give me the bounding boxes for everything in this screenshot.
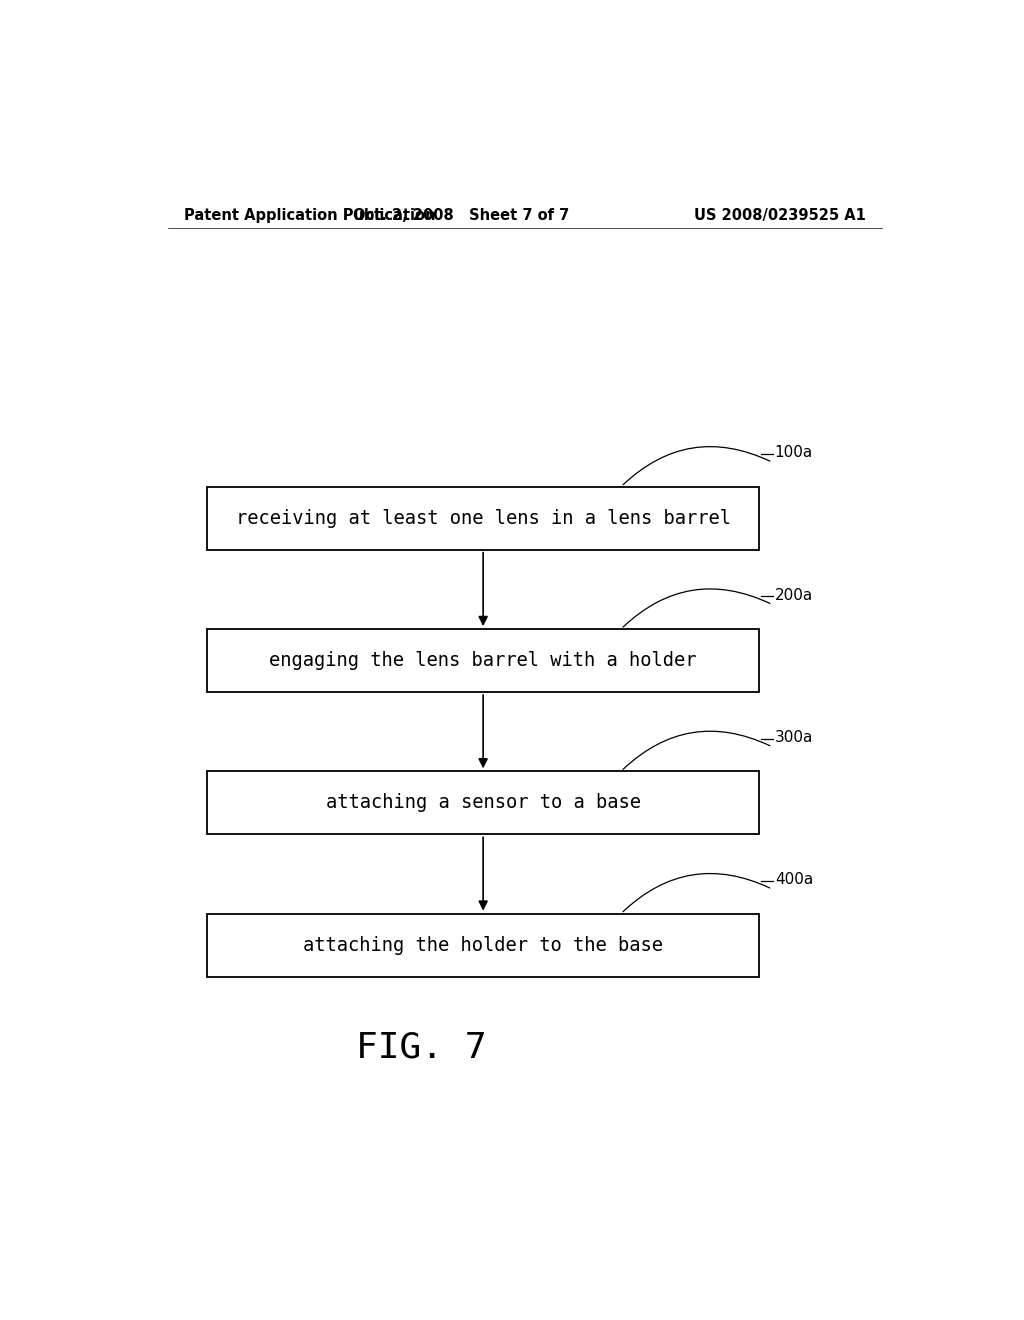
FancyArrowPatch shape: [623, 446, 770, 484]
Text: US 2008/0239525 A1: US 2008/0239525 A1: [694, 207, 866, 223]
Bar: [207, 771, 759, 834]
Text: attaching the holder to the base: attaching the holder to the base: [303, 936, 664, 954]
Text: engaging the lens barrel with a holder: engaging the lens barrel with a holder: [269, 651, 697, 671]
Text: FIG. 7: FIG. 7: [356, 1031, 486, 1065]
Text: receiving at least one lens in a lens barrel: receiving at least one lens in a lens ba…: [236, 508, 731, 528]
FancyArrowPatch shape: [623, 731, 770, 770]
Text: 200a: 200a: [775, 587, 813, 602]
FancyArrowPatch shape: [623, 589, 770, 627]
Text: 100a: 100a: [775, 445, 813, 461]
Text: Oct. 2, 2008   Sheet 7 of 7: Oct. 2, 2008 Sheet 7 of 7: [353, 207, 569, 223]
Text: attaching a sensor to a base: attaching a sensor to a base: [326, 793, 641, 812]
Bar: [207, 487, 759, 549]
Bar: [207, 630, 759, 692]
Bar: [207, 913, 759, 977]
Text: 400a: 400a: [775, 873, 813, 887]
Text: Patent Application Publication: Patent Application Publication: [183, 207, 435, 223]
Text: 300a: 300a: [775, 730, 813, 744]
FancyArrowPatch shape: [623, 874, 770, 912]
